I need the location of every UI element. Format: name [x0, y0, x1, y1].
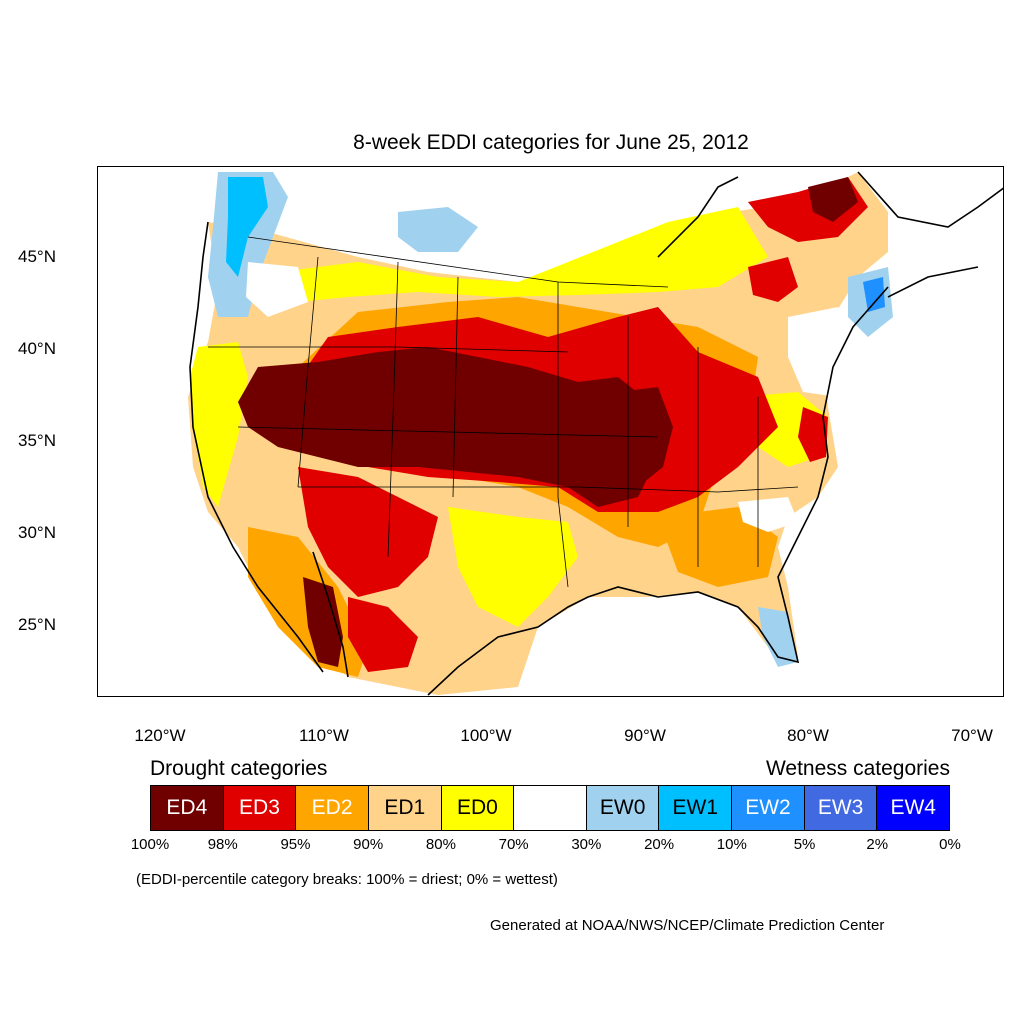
region-ew1-pacific-northwest: [226, 177, 268, 277]
percentile-break: 10%: [716, 836, 747, 853]
percentile-break: 20%: [644, 836, 675, 853]
lat-label-40: 40°N: [18, 339, 56, 358]
region-ew2-new-england: [863, 277, 885, 312]
map-title: 8-week EDDI categories for June 25, 2012: [353, 131, 749, 154]
region-ed3-southwest: [298, 467, 438, 597]
legend-colorbar: ED4 ED3 ED2 ED1 ED0 EW0 EW1 EW2 EW3 EW4: [150, 785, 950, 831]
percentile-break: 100%: [130, 836, 170, 853]
region-ew-montana: [398, 207, 478, 252]
region-ed4-core: [238, 347, 658, 507]
percentile-break: 5%: [793, 836, 816, 853]
coastlines: [189, 171, 1003, 696]
legend-cell-ed0: ED0: [441, 786, 515, 830]
lon-label-70: 70°W: [951, 726, 993, 745]
region-ew-florida: [758, 607, 798, 667]
lon-label-90: 90°W: [624, 726, 666, 745]
lon-label-110: 110°W: [299, 726, 349, 745]
lon-label-120: 120°W: [134, 726, 186, 745]
legend-cell-ew3: EW3: [804, 786, 878, 830]
percentile-break: 95%: [280, 836, 311, 853]
category-note: (EDDI-percentile category breaks: 100% =…: [136, 871, 558, 888]
legend-cell-ew0: EW0: [586, 786, 660, 830]
percentile-break: 70%: [498, 836, 529, 853]
region-ed3-mexico: [348, 597, 418, 672]
eddi-map-canvas: [188, 171, 1003, 696]
credit-line: Generated at NOAA/NWS/NCEP/Climate Predi…: [490, 917, 885, 934]
legend-cell-ew1: EW1: [659, 786, 733, 830]
region-ed4-ohio-valley: [608, 387, 673, 487]
legend-cell-ew2: EW2: [732, 786, 805, 830]
legend-cell-ew4: EW4: [877, 786, 950, 830]
region-neutral-northeast: [788, 307, 858, 397]
percentile-break: 0%: [939, 836, 961, 853]
percentile-break: 30%: [571, 836, 602, 853]
legend-cell-ed4: ED4: [151, 786, 224, 830]
region-ed0-north: [278, 207, 768, 302]
legend-cell-ed2: ED2: [296, 786, 369, 830]
lat-label-35: 35°N: [18, 431, 56, 450]
legend-cell-ed1: ED1: [368, 786, 442, 830]
lat-label-30: 30°N: [18, 523, 56, 542]
eddi-map: [97, 166, 1004, 697]
region-ed0-texas: [448, 507, 578, 627]
region-neutral-carolinas: [738, 497, 798, 532]
region-ed2-southeast: [658, 507, 778, 587]
region-ed3-chesapeake: [798, 407, 828, 462]
percentile-break: 80%: [425, 836, 456, 853]
region-ed4-baja: [303, 577, 343, 667]
region-ed3-michigan: [748, 257, 798, 302]
region-ed4-ontario: [808, 177, 858, 222]
wetness-heading: Wetness categories: [765, 757, 950, 780]
lon-label-80: 80°W: [787, 726, 829, 745]
lat-label-45: 45°N: [18, 247, 56, 266]
region-ed0-west-coast: [190, 342, 248, 507]
legend-cell-ed3: ED3: [223, 786, 297, 830]
lat-label-25: 25°N: [18, 615, 56, 634]
drought-heading: Drought categories: [150, 757, 328, 780]
state-borders: [208, 236, 799, 588]
region-neutral-pnw: [246, 262, 308, 317]
percentile-break: 2%: [866, 836, 889, 853]
percentile-break: 98%: [207, 836, 238, 853]
legend-cell-neutral: [514, 786, 587, 830]
percentile-break: 90%: [353, 836, 384, 853]
lon-label-100: 100°W: [460, 726, 512, 745]
